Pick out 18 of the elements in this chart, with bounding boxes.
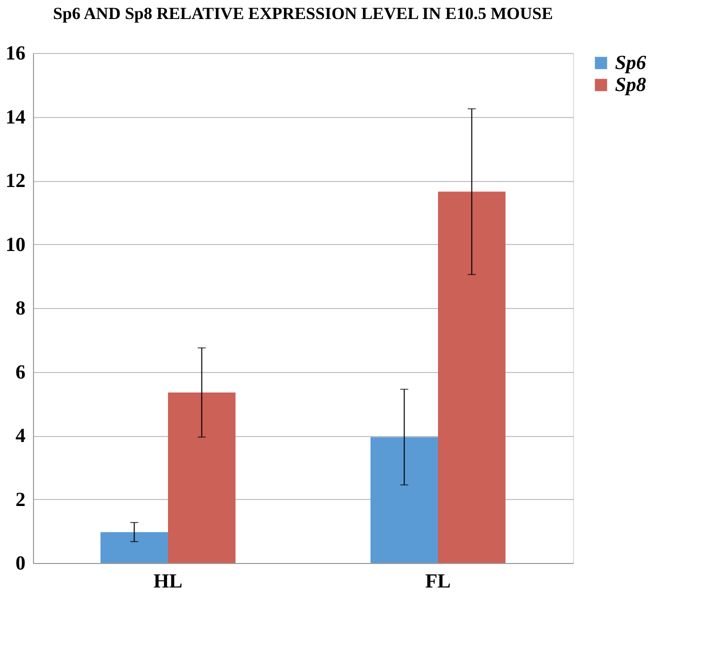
y-tick-label: 2	[16, 488, 26, 511]
bar	[168, 392, 236, 563]
y-tick-label: 4	[16, 425, 26, 447]
y-tick-label: 8	[16, 298, 26, 320]
bar	[100, 532, 168, 563]
x-tick-label: HL	[154, 570, 182, 592]
legend-label: Sp6	[615, 52, 646, 74]
legend-label: Sp8	[615, 74, 646, 96]
y-tick-label: 14	[6, 106, 26, 128]
y-tick-label: 10	[6, 234, 26, 256]
y-tick-label: 0	[16, 552, 26, 574]
bar	[370, 437, 438, 563]
bar	[438, 192, 506, 563]
x-tick-label: FL	[425, 570, 451, 592]
y-tick-label: 12	[6, 170, 26, 192]
y-tick-label: 16	[6, 42, 26, 64]
chart-title: Sp6 AND Sp8 RELATIVE EXPRESSION LEVEL IN E10.5 MOUSE	[53, 4, 553, 23]
y-tick-label: 6	[16, 361, 26, 384]
